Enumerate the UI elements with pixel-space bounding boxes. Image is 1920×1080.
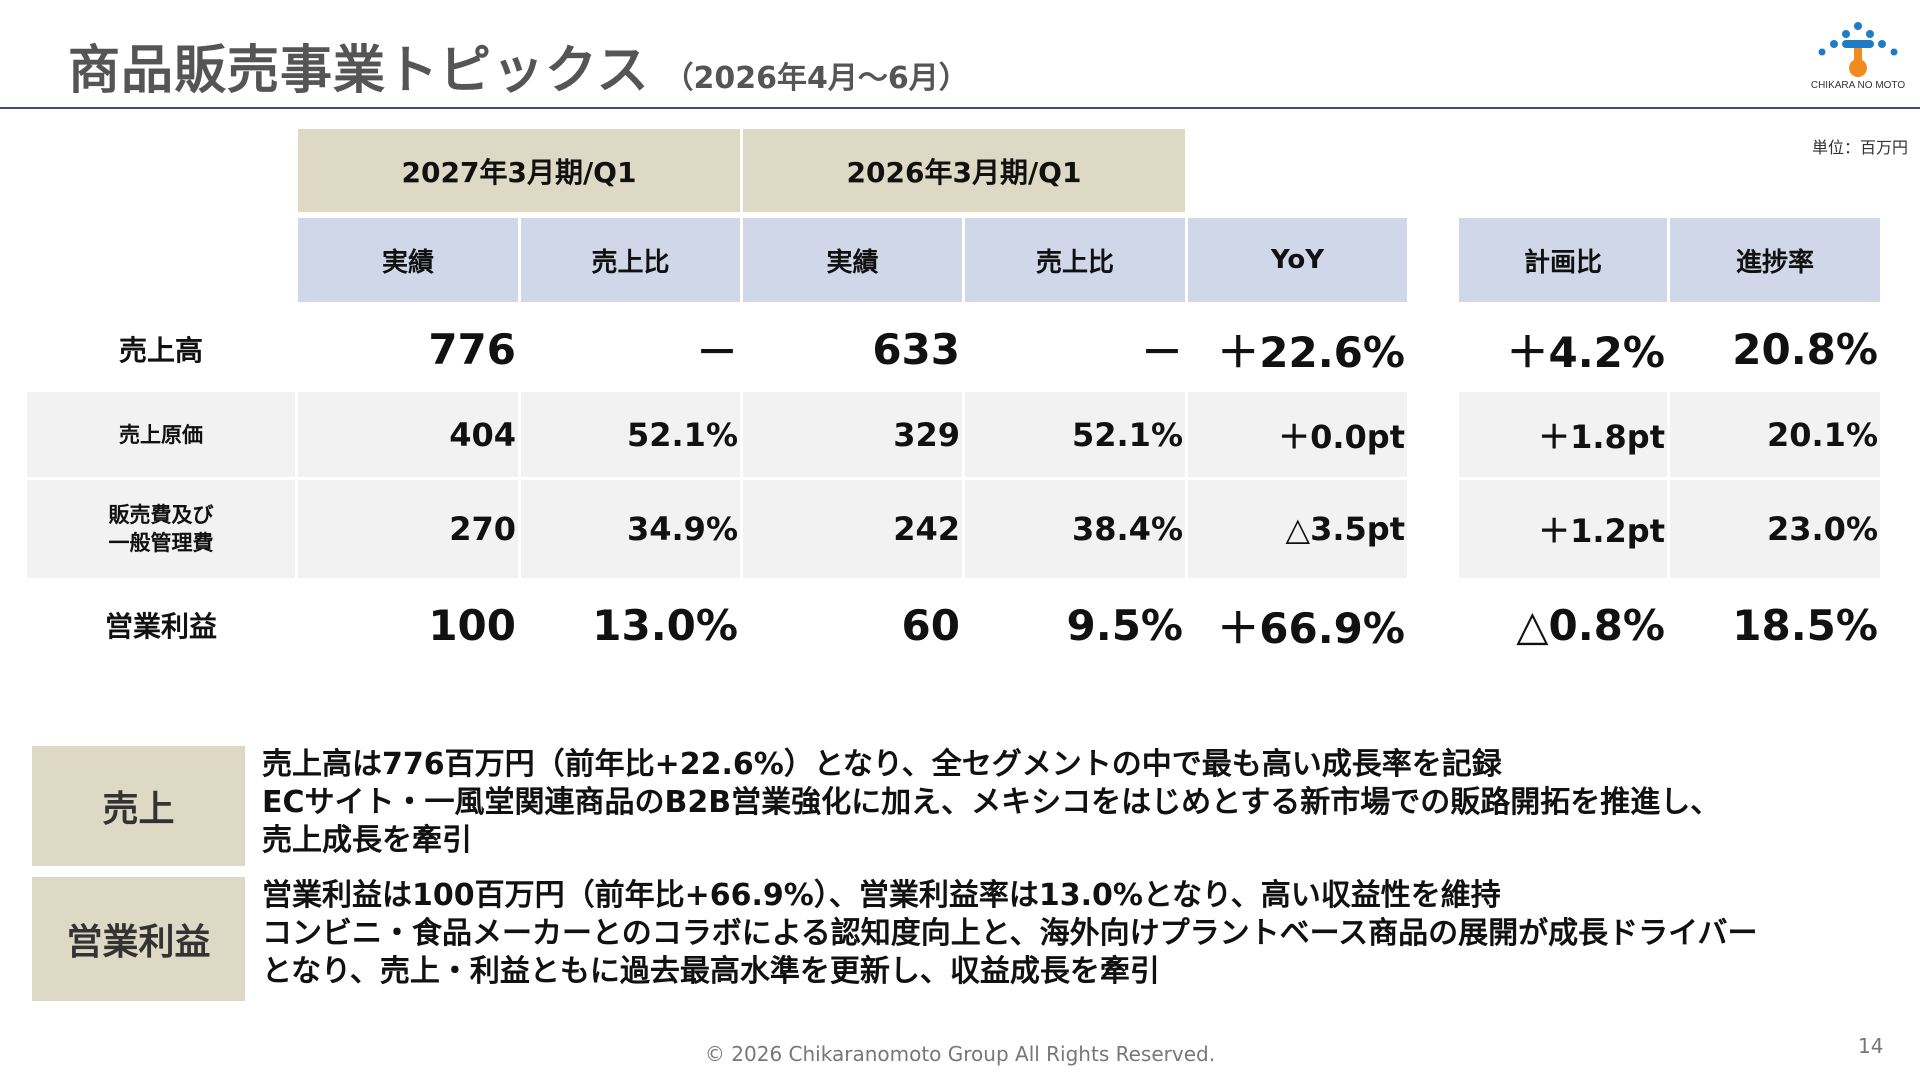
table-cell: ＋22.6% (1217, 327, 1405, 377)
col-header-actual-previous: 実績 (743, 218, 962, 302)
table-cell: 52.1% (1071, 415, 1183, 454)
summary-text-sales: 売上高は776百万円（前年比+22.6%）となり、全セグメントの中で最も高い成長… (262, 746, 1902, 860)
table-cell: ＋4.2% (1506, 327, 1666, 377)
row-label-cogs: 売上原価 (119, 422, 203, 447)
band-separator (1667, 392, 1670, 578)
summary-label-operating-profit: 営業利益 (32, 877, 245, 1001)
row-label-operating-profit: 営業利益 (104, 610, 217, 643)
row-label-sales: 売上高 (118, 334, 203, 367)
summary-line: 売上成長を牽引 (262, 823, 472, 858)
table-cell: 34.9% (626, 510, 738, 548)
table-cell: 329 (893, 415, 960, 454)
table-cell: 13.0% (592, 600, 738, 650)
table-cell: 100 (428, 600, 516, 650)
table-cell: ＋66.9% (1217, 603, 1405, 653)
table-cell: － (1140, 327, 1183, 377)
row-band-sga (27, 480, 1407, 578)
table-cell: 776 (428, 324, 516, 374)
table-cell: 404 (449, 415, 516, 454)
summary-line: となり、売上・利益ともに過去最高水準を更新し、収益成長を牽引 (262, 954, 1160, 989)
summary-line: 営業利益は100百万円（前年比+66.9%）、営業利益率は13.0%となり、高い… (262, 878, 1501, 913)
slide-title: 商品販売事業トピックス （2026年4月～6月） (68, 28, 969, 103)
table-cell: 18.5% (1732, 600, 1878, 650)
summary-text-operating-profit: 営業利益は100百万円（前年比+66.9%）、営業利益率は13.0%となり、高い… (262, 877, 1902, 991)
page-number: 14 (1858, 1034, 1884, 1058)
summary-line: コンビニ・食品メーカーとのコラボによる認知度向上と、海外向けプラントベース商品の… (262, 916, 1758, 951)
table-cell: 38.4% (1071, 510, 1183, 548)
table-cell: 242 (893, 510, 960, 548)
summary-label-sales: 売上 (32, 746, 245, 866)
table-cell: 633 (872, 324, 960, 374)
period-header-current: 2027年3月期/Q1 (298, 129, 740, 212)
summary-line: ECサイト・一風堂関連商品のB2B営業強化に加え、メキシコをはじめとする新市場で… (262, 785, 1721, 820)
unit-label: 単位：百万円 (1811, 138, 1908, 157)
row-label-sga: 販売費及び 一般管理費 (27, 480, 295, 578)
table-cell: 20.8% (1732, 324, 1878, 374)
copyright-footer: © 2026 Chikaranomoto Group All Rights Re… (704, 1042, 1216, 1066)
table-cell: 52.1% (626, 415, 738, 454)
title-divider (0, 107, 1920, 109)
col-header-ratio-previous: 売上比 (965, 218, 1185, 302)
col-header-actual-current: 実績 (298, 218, 518, 302)
row-label-sga-line1: 販売費及び (108, 503, 214, 527)
logo-text: CHIKARA NO MOTO (1810, 80, 1906, 91)
col-header-plan-ratio: 計画比 (1459, 218, 1667, 302)
page-title: 商品販売事業トピックス (68, 41, 650, 101)
period-header-previous: 2026年3月期/Q1 (743, 129, 1185, 212)
table-cell: △3.5pt (1285, 510, 1406, 548)
table-cell: 23.0% (1766, 510, 1878, 548)
band-separator (1185, 392, 1188, 578)
col-header-ratio-current: 売上比 (521, 218, 740, 302)
table-cell: △0.8% (1516, 600, 1665, 650)
col-header-yoy: YoY (1188, 218, 1407, 302)
band-separator (295, 392, 298, 578)
table-cell: ＋1.2pt (1538, 512, 1665, 550)
table-cell: ＋1.8pt (1538, 417, 1665, 456)
band-separator (962, 392, 965, 578)
page-subtitle: （2026年4月～6月） (663, 61, 969, 96)
table-cell: － (695, 327, 738, 377)
col-header-progress: 進捗率 (1670, 218, 1880, 302)
table-cell: 20.1% (1766, 415, 1878, 454)
row-label-sga-line2: 一般管理費 (108, 531, 214, 555)
band-separator (518, 392, 521, 578)
table-cell: 270 (449, 510, 516, 548)
summary-line: 売上高は776百万円（前年比+22.6%）となり、全セグメントの中で最も高い成長… (262, 747, 1502, 782)
table-cell: 9.5% (1066, 600, 1183, 650)
band-separator (740, 392, 743, 578)
company-logo-icon (1818, 22, 1898, 77)
row-band-cogs (27, 392, 1407, 477)
table-cell: 60 (901, 600, 960, 650)
table-cell: ＋0.0pt (1278, 417, 1405, 456)
